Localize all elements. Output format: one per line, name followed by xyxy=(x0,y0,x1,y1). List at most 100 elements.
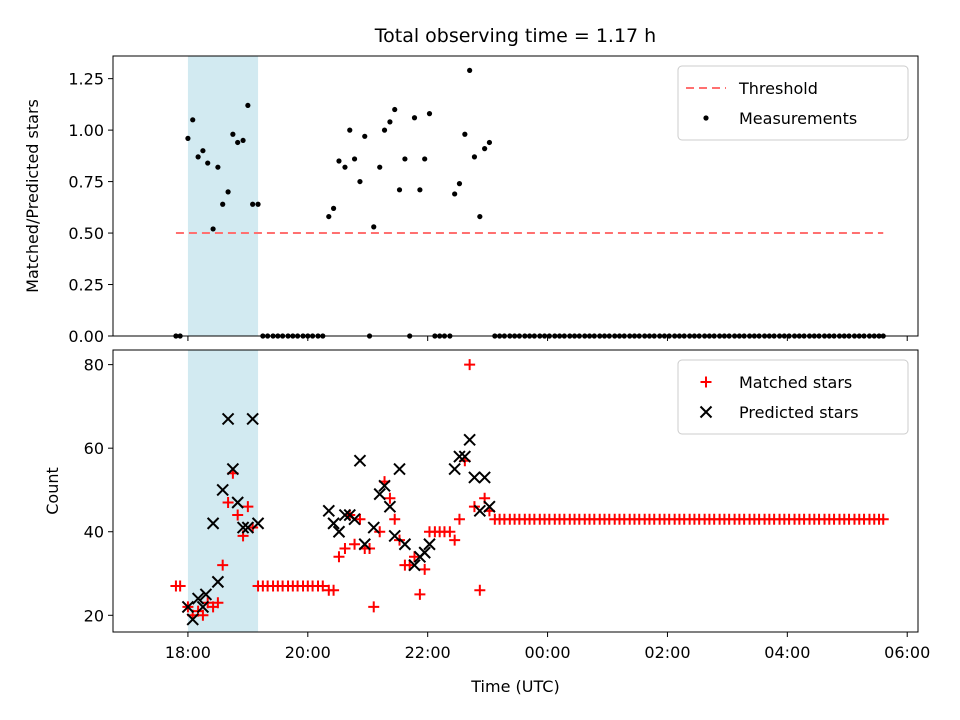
data-point xyxy=(353,454,367,467)
data-point xyxy=(230,131,236,137)
data-point xyxy=(212,597,224,609)
axes-frame xyxy=(112,55,919,337)
data-point xyxy=(368,601,380,613)
legend: Threshold Measurements xyxy=(677,65,909,141)
data-point xyxy=(242,501,254,513)
data-point xyxy=(422,156,428,162)
y-tick-label: 1.25 xyxy=(68,70,104,89)
top-panel: 0.00 0.25 0.50 0.75 1.00 1.25 Matched/Predicte… xyxy=(23,55,919,346)
data-point xyxy=(471,154,478,160)
data-point xyxy=(216,483,229,497)
y-axis-label: Count xyxy=(43,467,62,515)
data-point xyxy=(402,156,408,162)
data-point xyxy=(482,146,488,152)
legend-x-swatch xyxy=(699,405,713,419)
data-point xyxy=(251,517,265,530)
data-point xyxy=(462,131,468,137)
x-tick-label: 22:00 xyxy=(405,643,451,662)
data-point xyxy=(338,508,352,522)
data-point xyxy=(417,187,423,193)
data-point xyxy=(423,538,436,551)
data-point xyxy=(486,139,493,146)
data-point xyxy=(408,558,421,572)
data-point xyxy=(483,500,496,513)
y-tick-label: 20 xyxy=(84,606,104,625)
series-predicted-stars xyxy=(181,412,496,626)
data-point xyxy=(190,117,196,123)
data-point xyxy=(330,205,337,211)
y-tick-label: 0.75 xyxy=(68,173,104,192)
data-point xyxy=(409,551,420,563)
data-point xyxy=(246,412,259,426)
legend-label: Threshold xyxy=(738,79,818,98)
legend-dot-swatch xyxy=(703,115,709,121)
legend-label: Predicted stars xyxy=(739,403,859,422)
data-point xyxy=(186,613,199,626)
data-point xyxy=(332,525,346,538)
data-point xyxy=(195,154,201,160)
data-point xyxy=(381,127,388,133)
data-point xyxy=(419,563,431,575)
y-tick-label: 40 xyxy=(84,523,104,542)
data-point xyxy=(220,201,226,207)
data-point xyxy=(449,534,461,546)
data-point xyxy=(383,500,397,513)
y-tick-label: 80 xyxy=(84,356,104,375)
data-point xyxy=(210,226,216,232)
data-point xyxy=(221,412,235,426)
data-point xyxy=(206,517,220,530)
data-point xyxy=(235,139,241,146)
data-point xyxy=(384,492,396,504)
legend-label: Measurements xyxy=(739,109,857,128)
data-point xyxy=(225,189,231,195)
data-point xyxy=(392,106,398,113)
data-point xyxy=(240,137,246,144)
legend-box xyxy=(677,359,909,435)
x-tick-label: 00:00 xyxy=(525,643,571,662)
data-point xyxy=(426,111,433,117)
highlight-span xyxy=(187,56,259,336)
series-matched-stars xyxy=(170,359,889,621)
data-point xyxy=(411,115,418,121)
legend-plus-swatch xyxy=(700,376,712,388)
data-point xyxy=(174,580,186,592)
axes-frame xyxy=(112,349,919,633)
data-point xyxy=(468,471,481,484)
data-point xyxy=(388,529,401,543)
data-point xyxy=(215,164,221,170)
data-point xyxy=(232,509,244,521)
data-point xyxy=(358,538,371,551)
data-point xyxy=(351,156,358,162)
data-point xyxy=(354,513,366,525)
data-point xyxy=(185,135,191,141)
data-point xyxy=(453,513,465,525)
data-point xyxy=(349,538,361,550)
data-point xyxy=(342,164,348,170)
data-point xyxy=(478,471,491,484)
data-point xyxy=(464,359,476,371)
data-point xyxy=(373,487,386,501)
y-tick-label: 0.25 xyxy=(68,276,104,295)
data-point xyxy=(398,538,412,551)
data-point xyxy=(371,224,377,230)
data-point xyxy=(197,609,209,621)
bottom-panel: 20 40 60 80 18:00 20:00 22:00 00:00 02:00 04:00 06… xyxy=(43,349,930,662)
legend-label: Matched stars xyxy=(739,373,852,392)
data-point xyxy=(317,580,329,592)
data-point xyxy=(191,592,205,605)
data-point xyxy=(241,521,255,534)
data-point xyxy=(377,164,383,170)
data-point xyxy=(347,127,353,133)
data-point xyxy=(231,496,244,509)
data-point xyxy=(467,67,473,74)
data-point xyxy=(348,512,361,526)
data-point xyxy=(453,450,466,463)
data-point xyxy=(328,584,340,596)
data-point xyxy=(378,479,391,492)
data-point xyxy=(196,600,210,614)
data-point xyxy=(374,526,386,538)
data-point xyxy=(444,526,456,538)
data-point xyxy=(250,201,256,207)
chart-title: Total observing time = 1.17 h xyxy=(374,25,656,47)
